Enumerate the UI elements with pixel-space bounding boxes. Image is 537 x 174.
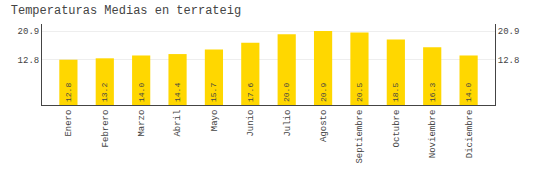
svg-text:Abril: Abril <box>173 110 183 137</box>
svg-text:13.2: 13.2 <box>100 83 109 102</box>
svg-text:18.5: 18.5 <box>391 83 400 102</box>
svg-text:16.3: 16.3 <box>428 83 437 102</box>
svg-text:14.0: 14.0 <box>464 83 473 102</box>
svg-text:Marzo: Marzo <box>137 110 147 137</box>
svg-text:20.9: 20.9 <box>18 27 40 37</box>
svg-text:Diciembre: Diciembre <box>465 110 475 159</box>
svg-text:20.9: 20.9 <box>319 83 328 102</box>
svg-text:12.8: 12.8 <box>498 56 520 66</box>
svg-text:Mayo: Mayo <box>210 110 220 132</box>
svg-text:12.8: 12.8 <box>64 83 73 102</box>
svg-text:Septiembre: Septiembre <box>355 110 365 164</box>
svg-text:Julio: Julio <box>283 110 293 137</box>
svg-text:Enero: Enero <box>64 110 74 137</box>
svg-text:Noviembre: Noviembre <box>428 110 438 159</box>
svg-text:14.0: 14.0 <box>137 83 146 102</box>
svg-text:12.8: 12.8 <box>18 56 40 66</box>
svg-text:20.0: 20.0 <box>282 83 291 102</box>
svg-text:15.7: 15.7 <box>209 83 218 102</box>
svg-text:Febrero: Febrero <box>101 110 111 148</box>
svg-text:17.6: 17.6 <box>246 83 255 102</box>
svg-text:Agosto: Agosto <box>319 110 329 142</box>
svg-text:Junio: Junio <box>246 110 256 137</box>
svg-text:Temperaturas Medias en terrate: Temperaturas Medias en terrateig <box>11 4 241 18</box>
svg-text:Octubre: Octubre <box>392 110 402 148</box>
svg-text:20.5: 20.5 <box>355 83 364 102</box>
svg-text:20.9: 20.9 <box>498 27 520 37</box>
svg-text:14.4: 14.4 <box>173 83 182 102</box>
